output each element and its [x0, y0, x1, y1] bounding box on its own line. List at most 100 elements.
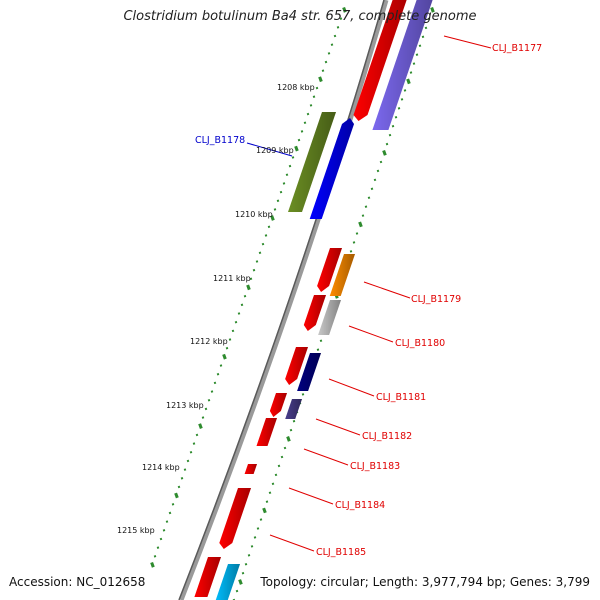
left-track-tick [159, 537, 163, 541]
label-clj-b1181[interactable]: CLJ_B1181 [376, 392, 426, 403]
feature-red-1212-shade [285, 347, 308, 385]
label-clj-b1178[interactable]: CLJ_B1178 [195, 135, 245, 146]
feature-darkslate-b1182-shade [285, 399, 302, 419]
left-track-tick [294, 145, 299, 152]
left-track-tick [291, 156, 295, 159]
right-track-tick [367, 196, 371, 200]
left-track-tick [219, 364, 223, 367]
left-track-tick [210, 390, 214, 393]
tick-labels: 1208 kbp 1209 kbp 1210 kbp 1211 kbp 1212… [117, 83, 315, 535]
right-track-tick [430, 6, 435, 13]
label-connector-lines [246, 35, 492, 552]
label-clj-b1183[interactable]: CLJ_B1183 [350, 461, 400, 472]
left-track-tick [270, 215, 275, 221]
left-track-tick [333, 34, 337, 38]
left-track-tick [216, 372, 220, 376]
genome-backbone [178, 0, 389, 600]
right-track-tick [286, 436, 291, 442]
left-track-tick [309, 104, 313, 107]
feature-red-b1180-shade [303, 295, 326, 331]
tick-label-1212: 1212 kbp [190, 337, 228, 346]
left-track-tick [231, 329, 235, 333]
feature-orange-b1179-shade [329, 254, 355, 296]
label-clj-b1182[interactable]: CLJ_B1182 [362, 431, 412, 442]
left-track-tick [330, 43, 334, 46]
feature-red-b1183-shade [256, 418, 277, 446]
left-track-tick [303, 121, 307, 125]
right-track-tick [319, 339, 323, 343]
right-track-tick [382, 149, 387, 156]
right-track-tick [370, 187, 374, 191]
label-clj-b1184[interactable]: CLJ_B1184 [335, 500, 385, 511]
accession-text: Accession: NC_012658 [9, 575, 146, 589]
right-track-tick [409, 71, 413, 74]
link-b1179 [363, 281, 411, 299]
tick-label-1209: 1209 kbp [256, 146, 294, 155]
left-track-tick [324, 60, 328, 64]
left-track-tick [282, 182, 286, 185]
tick-label-1210: 1210 kbp [235, 210, 273, 219]
left-track-tick [162, 529, 166, 532]
label-clj-b1177[interactable]: CLJ_B1177 [492, 43, 542, 54]
left-track-tick [264, 234, 268, 237]
left-track-tick [255, 260, 259, 263]
backbone-line [178, 0, 389, 600]
right-track-tick [394, 115, 398, 119]
left-track-tick [177, 485, 181, 489]
link-b1185 [269, 534, 315, 552]
right-track-tick [412, 62, 416, 65]
left-track-tick [318, 76, 323, 83]
right-track-tick [256, 527, 260, 530]
right-track-tick [289, 428, 293, 432]
left-track-tick [192, 442, 196, 445]
label-clj-b1185[interactable]: CLJ_B1185 [316, 547, 366, 558]
tick-label-1208: 1208 kbp [277, 83, 315, 92]
right-track-tick [268, 491, 272, 495]
right-track-tick [280, 455, 284, 459]
right-track-tick [247, 554, 251, 557]
left-track-tick [243, 294, 247, 298]
right-track-tick [259, 518, 263, 521]
right-track-tick [301, 393, 305, 396]
left-track-tick [237, 312, 241, 315]
right-track-tick [421, 35, 425, 39]
left-track-tick [228, 338, 232, 341]
left-track-tick [183, 468, 187, 471]
right-track-tick [403, 89, 407, 92]
right-track-tick [391, 124, 395, 128]
right-track-tick [292, 419, 296, 423]
left-track-tick [168, 511, 172, 515]
right-track-tick [277, 464, 281, 468]
left-track-tick [327, 52, 331, 55]
left-track-tick [285, 173, 289, 177]
link-b1181 [328, 378, 375, 397]
right-track-tick [376, 169, 380, 173]
right-track-tick [352, 241, 356, 244]
right-track-tick [379, 160, 383, 164]
feature-red-bottom-shade [194, 557, 221, 597]
right-track-tick [283, 446, 287, 450]
right-track-tick [418, 44, 422, 48]
left-track-tick [225, 346, 229, 350]
feature-labels: CLJ_B1177 CLJ_B1178 CLJ_B1179 CLJ_B1180 … [195, 43, 542, 558]
left-track-tick [198, 423, 203, 429]
right-track-tick [262, 507, 267, 514]
right-track-tick [232, 598, 236, 600]
left-track-tick [300, 130, 304, 133]
link-b1180 [348, 325, 394, 343]
feature-red-top-shade [353, 0, 407, 121]
left-track-tick [201, 416, 205, 419]
link-b1184 [288, 487, 334, 505]
right-track-tick [235, 589, 239, 593]
right-track-tick [400, 98, 404, 101]
left-track-tick [342, 6, 347, 13]
tick-label-1215: 1215 kbp [117, 526, 155, 535]
label-clj-b1180[interactable]: CLJ_B1180 [395, 338, 445, 349]
right-track-tick [373, 178, 377, 182]
label-clj-b1179[interactable]: CLJ_B1179 [411, 294, 461, 305]
map-title: Clostridium botulinum Ba4 str. 657, comp… [123, 9, 477, 24]
link-b1182 [315, 418, 361, 436]
right-track-tick [406, 78, 411, 85]
right-track-tick [250, 545, 254, 548]
